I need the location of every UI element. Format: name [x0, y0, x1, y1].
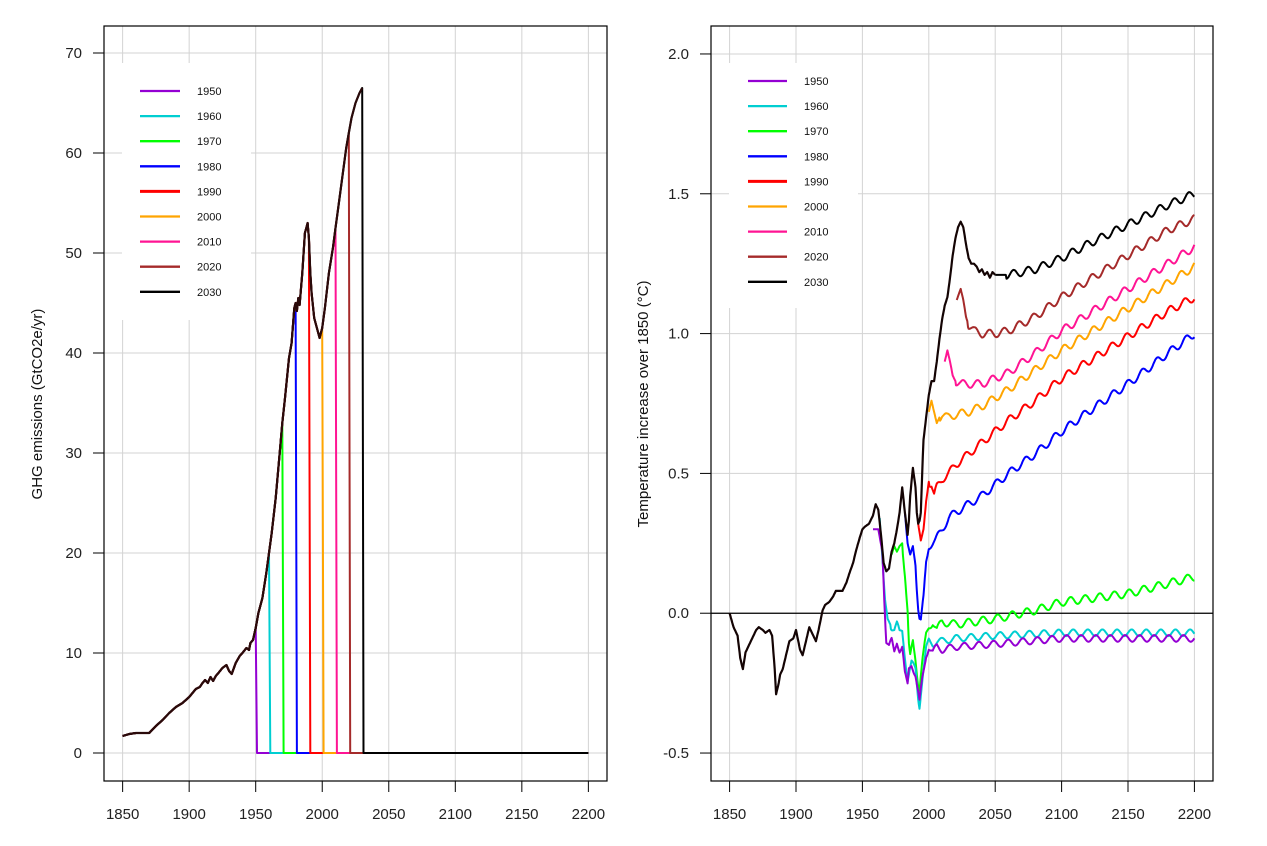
x-tick-label: 2000	[912, 806, 945, 823]
y-tick-label: 20	[65, 545, 82, 562]
temperature-legend-background	[729, 63, 858, 308]
legend-label-1980: 1980	[197, 161, 221, 173]
temperature-legend: 1950 1960 1970 1980 1990 2000 2010 2020 2030	[748, 76, 828, 289]
temperature-series	[711, 191, 1213, 710]
legend-label-1990: 1990	[197, 186, 221, 198]
legend-label-1980: 1980	[804, 151, 828, 163]
emissions-y-axis-title: GHG emissions (GtCO2e/yr)	[29, 309, 46, 500]
historical-emissions-line	[122, 87, 364, 738]
legend-label-2020: 2020	[197, 262, 221, 274]
x-tick-label: 2050	[372, 806, 405, 823]
legend-label-2030: 2030	[197, 287, 221, 299]
temperature-y-axis: -0.5 0.0 0.5 1.0 1.5 2.0	[663, 46, 711, 762]
series-line-1970	[890, 542, 1195, 692]
y-tick-label: 40	[65, 345, 82, 362]
legend-label-2000: 2000	[804, 202, 828, 214]
x-tick-label: 1850	[106, 806, 139, 823]
x-tick-label: 2100	[1045, 806, 1078, 823]
y-tick-label: 30	[65, 445, 82, 462]
plot-border	[710, 25, 1214, 782]
y-tick-label: 10	[65, 645, 82, 662]
x-tick-label: 2000	[306, 806, 339, 823]
y-tick-label: 2.0	[668, 46, 689, 63]
legend-label-2020: 2020	[804, 252, 828, 264]
series-line-1980	[122, 302, 589, 754]
x-tick-label: 2100	[439, 806, 472, 823]
legend-label-1990: 1990	[804, 176, 828, 188]
emissions-grid	[104, 26, 607, 781]
emissions-x-axis: 1850 1900 1950 2000 2050 2100 2150 2200	[106, 781, 605, 823]
temperature-chart: 1850 1900 1950 2000 2050 2100 2150 2200 -0.5 0.0…	[635, 25, 1214, 823]
emissions-chart: 1850 1900 1950 2000 2050 2100 2150 2200 0102030…	[29, 25, 608, 823]
temperature-plot-frame	[710, 25, 1214, 782]
x-tick-label: 2200	[572, 806, 605, 823]
emissions-legend: 1950 1960 1970 1980 1990 2000 2010 2020 2030	[140, 86, 221, 299]
x-tick-label: 2150	[1111, 806, 1144, 823]
series-line-1950	[122, 627, 589, 754]
temperature-y-axis-title: Temperature increase over 1850 (°C)	[635, 281, 652, 528]
legend-label-2030: 2030	[804, 277, 828, 289]
legend-label-1950: 1950	[804, 76, 828, 88]
x-tick-label: 1950	[239, 806, 272, 823]
temperature-grid	[711, 26, 1213, 781]
x-tick-label: 1950	[846, 806, 879, 823]
legend-label-1960: 1960	[804, 101, 828, 113]
plot-border	[103, 25, 608, 782]
series-line-1950	[872, 528, 1196, 701]
historical-temperature-line	[728, 220, 996, 696]
y-tick-label: 1.5	[668, 186, 689, 203]
y-tick-label: 0.5	[668, 465, 689, 482]
y-tick-label: 50	[65, 245, 82, 262]
y-tick-label: 60	[65, 145, 82, 162]
x-tick-label: 2050	[979, 806, 1012, 823]
temperature-x-axis: 1850 1900 1950 2000 2050 2100 2150 2200	[713, 781, 1211, 823]
series-line-1980	[903, 334, 1196, 621]
y-tick-label: 70	[65, 45, 82, 62]
legend-label-1950: 1950	[197, 86, 221, 98]
series-line-2020	[955, 214, 1195, 339]
x-tick-label: 1900	[779, 806, 812, 823]
series-line-1990	[917, 297, 1196, 542]
legend-label-2000: 2000	[197, 212, 221, 224]
emissions-y-axis: 0 10 20 30 40 50 60 70	[65, 45, 104, 762]
y-tick-label: 0.0	[668, 605, 689, 622]
series-line-1970	[122, 422, 589, 754]
legend-label-2010: 2010	[804, 227, 828, 239]
legend-box	[729, 63, 858, 308]
series-line-2000	[927, 262, 1196, 425]
legend-label-1970: 1970	[804, 126, 828, 138]
emissions-plot-frame	[103, 25, 608, 782]
x-tick-label: 1850	[713, 806, 746, 823]
y-tick-label: 0	[74, 745, 82, 762]
series-line-2030	[994, 191, 1195, 280]
x-tick-label: 2200	[1178, 806, 1211, 823]
series-line-2010	[943, 244, 1196, 389]
x-tick-label: 2150	[505, 806, 538, 823]
emissions-series	[122, 87, 589, 754]
legend-label-1970: 1970	[197, 136, 221, 148]
y-tick-label: 1.0	[668, 326, 689, 343]
x-tick-label: 1900	[172, 806, 205, 823]
legend-label-1960: 1960	[197, 111, 221, 123]
legend-label-2010: 2010	[197, 237, 221, 249]
y-tick-label: -0.5	[663, 745, 689, 762]
